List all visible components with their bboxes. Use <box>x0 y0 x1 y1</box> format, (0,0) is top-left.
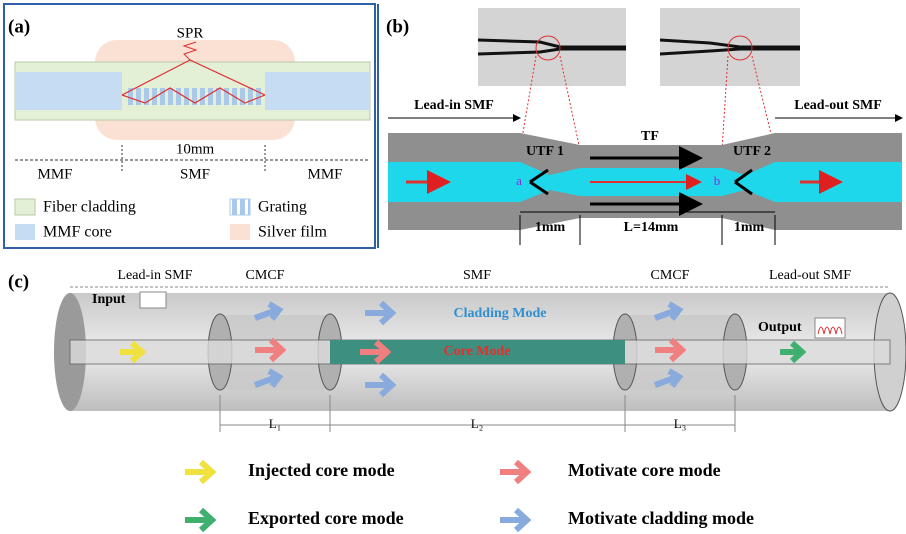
panel-a-label: SMF <box>180 166 210 182</box>
panel-b: (b) Lead-in SMF Lead-out SMF TF UTF 1 UT… <box>378 4 902 248</box>
panel-b-label: L=14mm <box>624 220 679 235</box>
panel-c-label: (c) <box>8 271 29 292</box>
panel-a-shape <box>230 199 250 215</box>
figure: (a) SPR 10mm MMF SMF MMF Fiber cladding … <box>0 0 906 534</box>
panel-c: (c) Lead-in SMF CMCF SMF CMCF Lead-out S… <box>8 268 906 530</box>
panel-b-label: (b) <box>386 16 409 37</box>
panel-b-label: 1mm <box>734 220 765 235</box>
panel-c-label: Injected core mode <box>248 460 395 480</box>
panel-a-shape <box>15 224 35 240</box>
panel-c-label: L₂ <box>471 416 483 431</box>
panel-c-shape <box>140 292 166 308</box>
panel-a-shape <box>15 72 122 110</box>
panel-c-label: Motivate cladding mode <box>568 508 754 528</box>
panel-c-label: Output <box>758 320 802 335</box>
panel-b-label: UTF 1 <box>526 144 564 159</box>
panel-a-label: MMF core <box>43 224 112 241</box>
panel-b-label: b <box>714 173 721 188</box>
panel-c-label: L₁ <box>269 416 281 431</box>
panel-c-label: CMCF <box>246 268 285 283</box>
panel-c-label: L₃ <box>674 416 686 431</box>
panel-b-label: TF <box>641 129 659 144</box>
panel-a-label: Silver film <box>258 224 327 241</box>
panel-c-label: CMCF <box>651 268 690 283</box>
panel-c-shape <box>185 510 212 530</box>
panel-a-label: Fiber cladding <box>43 199 136 216</box>
panel-b-label: Lead-out SMF <box>794 98 882 113</box>
panel-a-label: Grating <box>258 199 307 216</box>
panel-c-label: Lead-in SMF <box>117 268 192 283</box>
panel-c-label: Motivate core mode <box>568 460 721 480</box>
panel-c-label: Core Mode <box>444 344 511 359</box>
panel-a-shape <box>265 72 370 110</box>
panel-a-shape <box>15 199 35 215</box>
panel-c-label: Exported core mode <box>248 508 404 528</box>
panel-c-label: Lead-out SMF <box>769 268 851 283</box>
panel-c-shape <box>500 510 527 530</box>
panel-b-label: a <box>516 173 522 188</box>
panel-a-label: (a) <box>8 16 30 37</box>
panel-a-label: SPR <box>177 25 204 41</box>
panel-c-label: Cladding Mode <box>454 306 547 321</box>
panel-c-label: SMF <box>463 268 491 283</box>
panel-a-label: MMF <box>307 166 342 182</box>
panel-a-shape <box>230 224 250 240</box>
panel-a: (a) SPR 10mm MMF SMF MMF Fiber cladding … <box>4 4 375 248</box>
panel-b-label: Lead-in SMF <box>414 98 494 113</box>
panel-a-label: MMF <box>37 166 72 182</box>
panel-c-shape <box>500 462 527 482</box>
panel-c-shape <box>185 462 212 482</box>
panel-c-label: Input <box>92 292 126 307</box>
panel-a-label: 10mm <box>176 141 215 157</box>
panel-b-label: 1mm <box>535 220 566 235</box>
panel-b-label: UTF 2 <box>733 144 771 159</box>
